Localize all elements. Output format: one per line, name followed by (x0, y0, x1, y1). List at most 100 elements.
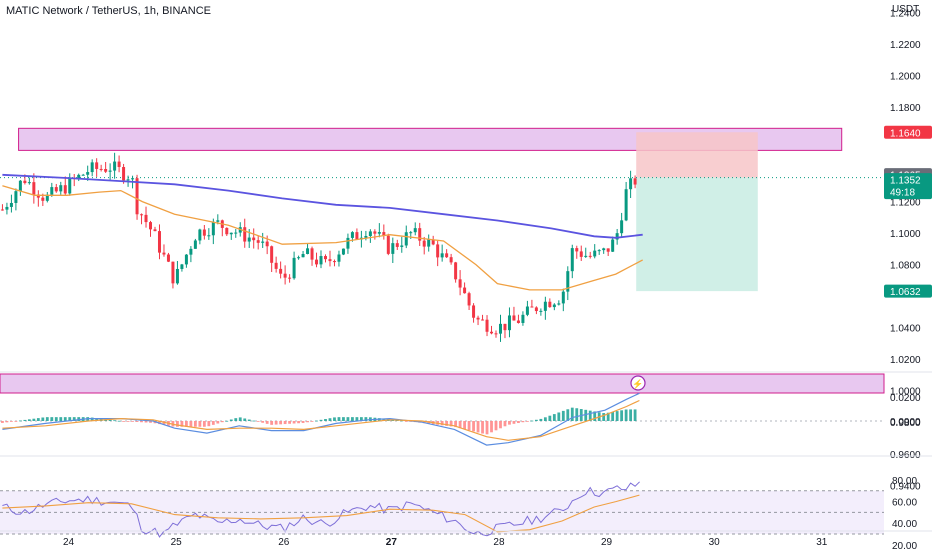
macd-histogram-bar (472, 421, 475, 432)
macd-histogram-bar (265, 421, 269, 424)
macd-histogram-bar (315, 420, 318, 422)
candle (90, 162, 94, 173)
ma-slow-line (2, 173, 643, 239)
candle (368, 231, 372, 236)
macd-signal-line (2, 399, 640, 441)
candle (588, 255, 592, 257)
candle (570, 248, 574, 272)
stop-price-badge-text: 1.1640 (890, 128, 921, 139)
macd-histogram-bar (440, 421, 444, 426)
price-axis (884, 0, 932, 550)
macd-histogram-bar (526, 421, 529, 422)
candle (534, 307, 538, 312)
macd-histogram-bar (324, 419, 327, 421)
macd-histogram-bar (238, 417, 242, 421)
macd-histogram-bar (5, 421, 9, 423)
macd-histogram-bar (593, 411, 597, 421)
macd-histogram-bar (72, 417, 76, 421)
candle (279, 268, 283, 274)
candle (597, 250, 601, 252)
macd-histogram-bar (620, 410, 624, 421)
candle (507, 315, 511, 331)
x-tick-label: 28 (493, 537, 505, 548)
candle (350, 232, 354, 238)
macd-histogram-bar (108, 419, 112, 421)
macd-histogram-bar (490, 421, 493, 433)
stop-loss-zone (636, 132, 758, 178)
candle (104, 169, 108, 172)
macd-histogram-bar (59, 417, 63, 421)
stop-price-badge (884, 125, 932, 139)
candle (32, 182, 36, 195)
macd-histogram-bar (50, 417, 54, 421)
candle (525, 306, 529, 315)
candle (409, 232, 413, 234)
macd-histogram-bar (27, 419, 31, 421)
macd-histogram-bar (624, 409, 628, 421)
candle (404, 232, 408, 246)
x-tick-label: 24 (63, 537, 75, 548)
candle (481, 319, 485, 321)
macd-histogram-bar (90, 417, 94, 421)
macd-histogram-bar (566, 409, 570, 421)
candle (41, 197, 45, 201)
macd-histogram-bar (10, 421, 13, 422)
macd-histogram-bar (243, 418, 247, 421)
candle (431, 239, 435, 245)
candle (521, 314, 525, 323)
macd-histogram-bar (229, 419, 233, 421)
candle (341, 248, 345, 255)
macd-histogram-bar (552, 414, 556, 421)
indicator-band (0, 373, 885, 394)
y-tick-label: 1.1000 (890, 229, 921, 240)
macd-histogram-bar (351, 417, 354, 421)
candle (162, 252, 166, 255)
macd-histogram-bar (1, 421, 4, 423)
macd-histogram-bar (211, 421, 215, 425)
macd-histogram-bar (140, 421, 143, 423)
macd-histogram-bar (400, 420, 404, 422)
macd-histogram-bar (288, 421, 292, 424)
current-price-badge (884, 173, 932, 200)
candle (54, 187, 58, 192)
candle (337, 254, 341, 262)
macd-histogram-bar (306, 421, 309, 423)
y-tick-label: 1.0800 (890, 261, 921, 272)
macd-histogram-bar (588, 410, 592, 421)
macd-histogram-bar (297, 421, 300, 424)
macd-histogram-bar (445, 421, 449, 426)
lightning-glyph: ⚡ (632, 378, 643, 390)
candle (140, 214, 144, 216)
macd-histogram-bar (292, 421, 296, 424)
candle (14, 191, 18, 203)
candle (629, 178, 633, 190)
lightning-icon (630, 375, 646, 391)
candle (611, 239, 615, 252)
rsi-line (2, 481, 640, 538)
candle (463, 287, 467, 294)
candle (624, 189, 628, 221)
macd-histogram-bar (283, 421, 287, 425)
rsi-y-tick-label: 20.00 (892, 541, 917, 550)
macd-histogram-bar (449, 421, 453, 427)
macd-histogram-bar (333, 417, 336, 421)
candle (386, 235, 390, 254)
candle (292, 257, 296, 279)
candle (216, 220, 220, 222)
candle (494, 333, 498, 335)
macd-histogram-bar (633, 409, 637, 421)
candle (440, 253, 444, 258)
candle (202, 229, 206, 236)
candle (566, 271, 570, 292)
candle (436, 244, 440, 258)
candle (207, 235, 211, 237)
y-tick-label: 1.2400 (890, 8, 921, 19)
macd-histogram-bar (346, 417, 350, 421)
candle (445, 253, 449, 258)
macd-histogram-bar (45, 417, 49, 421)
candle (516, 320, 520, 323)
candle (539, 310, 543, 312)
candle (427, 239, 431, 247)
candle (45, 194, 49, 201)
